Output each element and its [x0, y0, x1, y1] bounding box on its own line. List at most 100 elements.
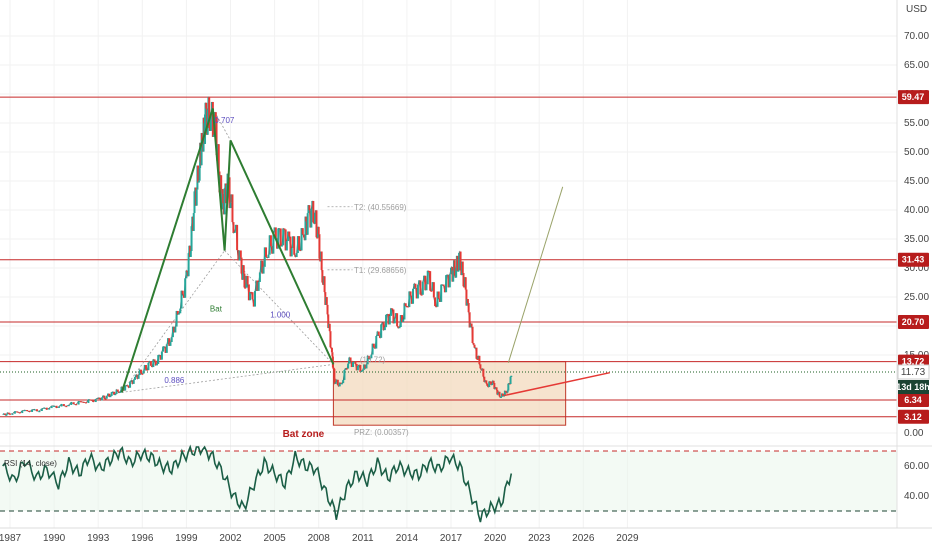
price-candle — [260, 260, 263, 273]
rsi-line — [2, 444, 513, 523]
price-candle — [162, 346, 165, 352]
y-tick-label: 0.00 — [904, 428, 924, 439]
price-candle — [16, 411, 19, 413]
price-candle — [140, 369, 143, 374]
level-badge — [898, 252, 929, 267]
price-candle — [278, 228, 281, 230]
price-candle — [327, 314, 330, 329]
price-candle — [376, 331, 379, 336]
price-candle — [503, 390, 506, 396]
price-candle — [369, 358, 372, 360]
price-candle — [333, 368, 336, 379]
price-candle — [221, 189, 224, 194]
price-candle — [470, 323, 473, 327]
price-candle — [420, 294, 423, 296]
price-candle — [100, 397, 103, 401]
price-candle — [442, 284, 445, 286]
price-candle — [355, 363, 358, 371]
price-candle — [179, 308, 182, 314]
price-candle — [251, 292, 254, 300]
price-candle — [407, 306, 410, 308]
price-candle — [389, 308, 392, 316]
price-candle — [277, 228, 280, 249]
price-candle — [115, 389, 118, 394]
price-candle — [360, 370, 363, 373]
price-candle — [220, 175, 223, 194]
price-candle — [408, 291, 411, 308]
x-tick-label: 2011 — [352, 533, 374, 544]
price-candle — [396, 313, 399, 327]
x-tick-label: 2029 — [616, 533, 639, 544]
price-candle — [450, 267, 452, 275]
price-candle — [388, 315, 391, 325]
price-candle — [252, 299, 255, 307]
price-candle — [385, 314, 388, 328]
price-candle — [62, 404, 65, 406]
prz-label: PRZ: (0.00357) — [354, 428, 409, 437]
currency-label: USD — [906, 4, 927, 15]
price-candle — [391, 308, 394, 310]
price-candle — [129, 382, 132, 388]
price-candle — [70, 402, 73, 405]
price-candle — [195, 189, 198, 206]
price-candle — [432, 282, 435, 298]
x-tick-label: 1999 — [175, 533, 198, 544]
price-candle — [87, 399, 90, 403]
price-candle — [476, 358, 479, 360]
price-candle — [125, 385, 128, 387]
price-candle — [305, 216, 308, 222]
price-candle — [182, 294, 185, 298]
price-candle — [455, 267, 458, 278]
price-candle — [175, 310, 178, 327]
price-candle — [398, 327, 401, 329]
price-candle — [291, 236, 294, 249]
price-candle — [165, 344, 168, 353]
t1-label: T1: (29.68656) — [354, 266, 407, 275]
price-candle — [122, 388, 125, 391]
price-candle — [60, 404, 63, 407]
price-candle — [435, 306, 438, 308]
level-badge-text: 3.12 — [904, 412, 922, 422]
bat-leg-xab — [120, 108, 226, 393]
price-candle — [38, 410, 41, 413]
price-candle — [446, 274, 449, 276]
price-candle — [505, 392, 508, 394]
price-candle — [163, 346, 166, 348]
price-candle — [330, 347, 333, 353]
price-candle — [304, 216, 307, 241]
price-candle — [338, 382, 341, 387]
price-candle — [53, 405, 56, 407]
price-candle — [84, 402, 87, 404]
price-candle — [18, 412, 21, 414]
bc-ratio-label: 1.000 — [270, 310, 291, 319]
gridlines — [0, 0, 897, 528]
price-candle — [107, 393, 109, 396]
trend-line — [503, 371, 610, 397]
price-candle — [485, 380, 488, 384]
price-candle — [167, 338, 170, 345]
projection-lines — [503, 186, 610, 397]
price-candle — [187, 253, 190, 277]
y-tick-label: 65.00 — [904, 60, 929, 71]
price-candle — [28, 410, 31, 412]
price-candle — [342, 379, 345, 384]
x-tick-label: 2008 — [308, 533, 331, 544]
price-candle — [345, 368, 348, 370]
price-candle — [394, 313, 397, 319]
price-candle — [282, 228, 285, 246]
price-candle — [256, 280, 259, 291]
price-candle — [40, 408, 43, 411]
price-candle — [378, 335, 381, 338]
price-candle — [23, 409, 26, 412]
price-candle — [343, 370, 346, 380]
price-candle — [501, 393, 504, 397]
price-candle — [466, 298, 469, 304]
price-candle — [35, 409, 38, 412]
price-candle — [465, 289, 468, 306]
fib-xb — [121, 250, 225, 393]
price-candle — [354, 361, 357, 364]
price-candle — [331, 352, 334, 357]
price-candle — [472, 342, 475, 345]
price-candle — [392, 309, 395, 324]
